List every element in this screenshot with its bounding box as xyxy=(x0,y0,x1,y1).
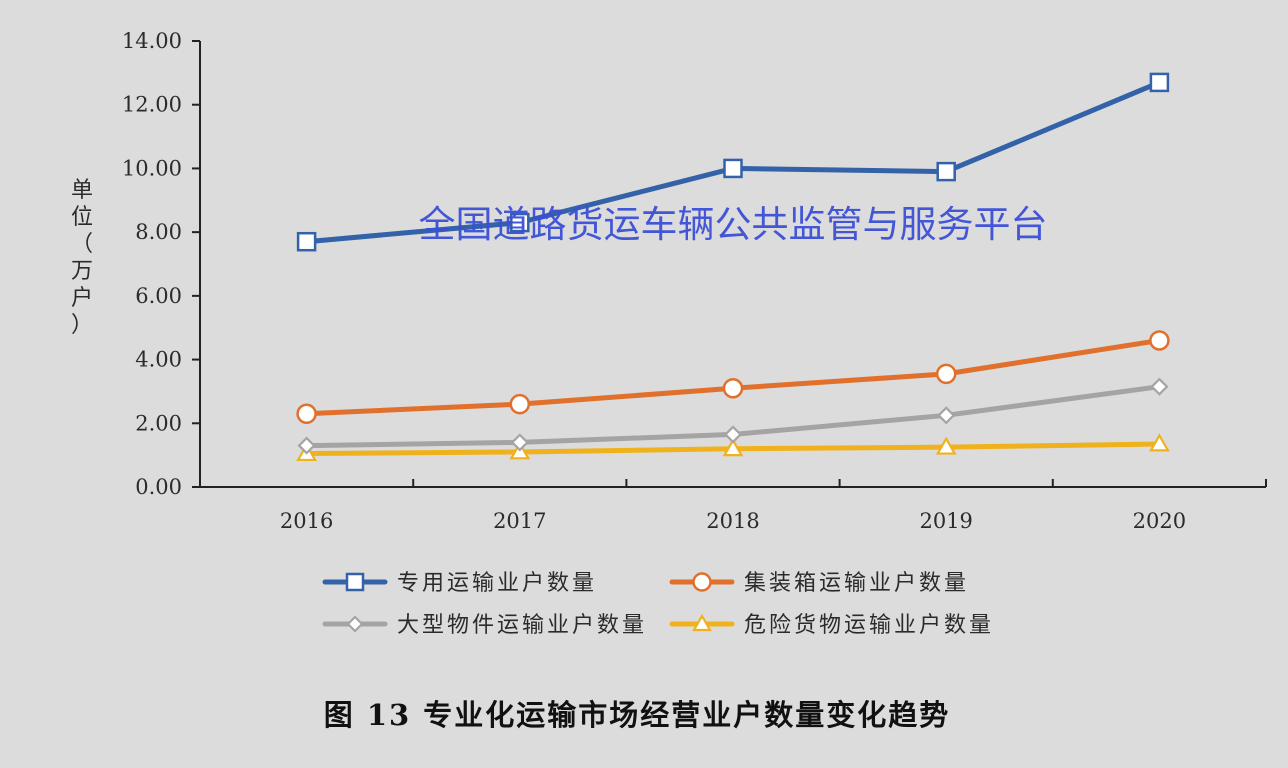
legend-item: 危险货物运输业户数量 xyxy=(669,613,994,638)
y-tick-label: 2.00 xyxy=(135,411,182,435)
circle-marker xyxy=(692,572,712,592)
diamond-marker xyxy=(723,425,743,444)
y-axis-title-char: （ xyxy=(71,232,93,257)
diamond-marker xyxy=(510,433,529,452)
y-tick-label: 10.00 xyxy=(122,156,182,180)
legend-label: 大型物件运输业户数量 xyxy=(397,613,647,638)
diamond-marker xyxy=(297,436,316,455)
y-tick-label: 0.00 xyxy=(135,475,182,499)
square-marker xyxy=(723,158,743,179)
triangle-marker xyxy=(722,438,744,457)
square-marker xyxy=(936,161,956,182)
y-axis-title-char: 位 xyxy=(71,205,93,230)
y-axis-title-char: 万 xyxy=(71,259,93,284)
figure-caption: 图 13 专业化运输市场经营业户数量变化趋势 xyxy=(324,698,951,732)
y-axis-title-char: 单 xyxy=(71,178,93,203)
triangle-marker xyxy=(935,436,957,455)
axes: 0.00 2.00 4.00 6.00 8.00 10.00 12.00 14.00 2016 2… xyxy=(71,29,1267,533)
diamond-marker xyxy=(346,615,364,633)
x-tick-label: 2018 xyxy=(706,509,759,533)
diamond-marker xyxy=(1150,377,1169,396)
square-marker xyxy=(345,572,365,592)
y-axis-title-char: 户 xyxy=(71,286,93,311)
legend-item: 集装箱运输业户数量 xyxy=(669,571,969,596)
legend-label: 专用运输业户数量 xyxy=(397,571,597,596)
x-tick-label: 2016 xyxy=(280,509,333,533)
legend-item: 专用运输业户数量 xyxy=(322,571,597,596)
y-axis-title-char: ） xyxy=(71,313,93,338)
circle-marker xyxy=(722,377,744,399)
square-marker xyxy=(1149,72,1170,93)
square-marker xyxy=(296,231,317,252)
watermark-text: 全国道路货运车辆公共监管与服务平台 xyxy=(419,203,1048,246)
circle-marker xyxy=(935,363,957,385)
triangle-marker xyxy=(692,613,712,632)
square-marker xyxy=(510,212,530,233)
y-axis-title: 单位（万户） xyxy=(71,178,93,338)
circle-marker xyxy=(1149,330,1170,351)
y-tick-label: 12.00 xyxy=(122,93,182,117)
legend-label: 危险货物运输业户数量 xyxy=(744,613,994,638)
x-tick-label: 2019 xyxy=(919,509,972,533)
legend-item: 大型物件运输业户数量 xyxy=(322,613,647,638)
y-tick-label: 6.00 xyxy=(135,284,182,308)
series-layer xyxy=(296,72,1170,462)
legend-label: 集装箱运输业户数量 xyxy=(744,571,969,596)
y-tick-label: 14.00 xyxy=(122,29,182,53)
triangle-marker xyxy=(1149,433,1170,452)
circle-marker xyxy=(296,403,317,424)
circle-marker xyxy=(509,393,531,415)
y-tick-label: 8.00 xyxy=(135,220,182,244)
diamond-marker xyxy=(937,406,956,425)
y-tick-label: 4.00 xyxy=(135,348,182,372)
x-tick-label: 2020 xyxy=(1133,509,1186,533)
x-tick-label: 2017 xyxy=(493,509,546,533)
